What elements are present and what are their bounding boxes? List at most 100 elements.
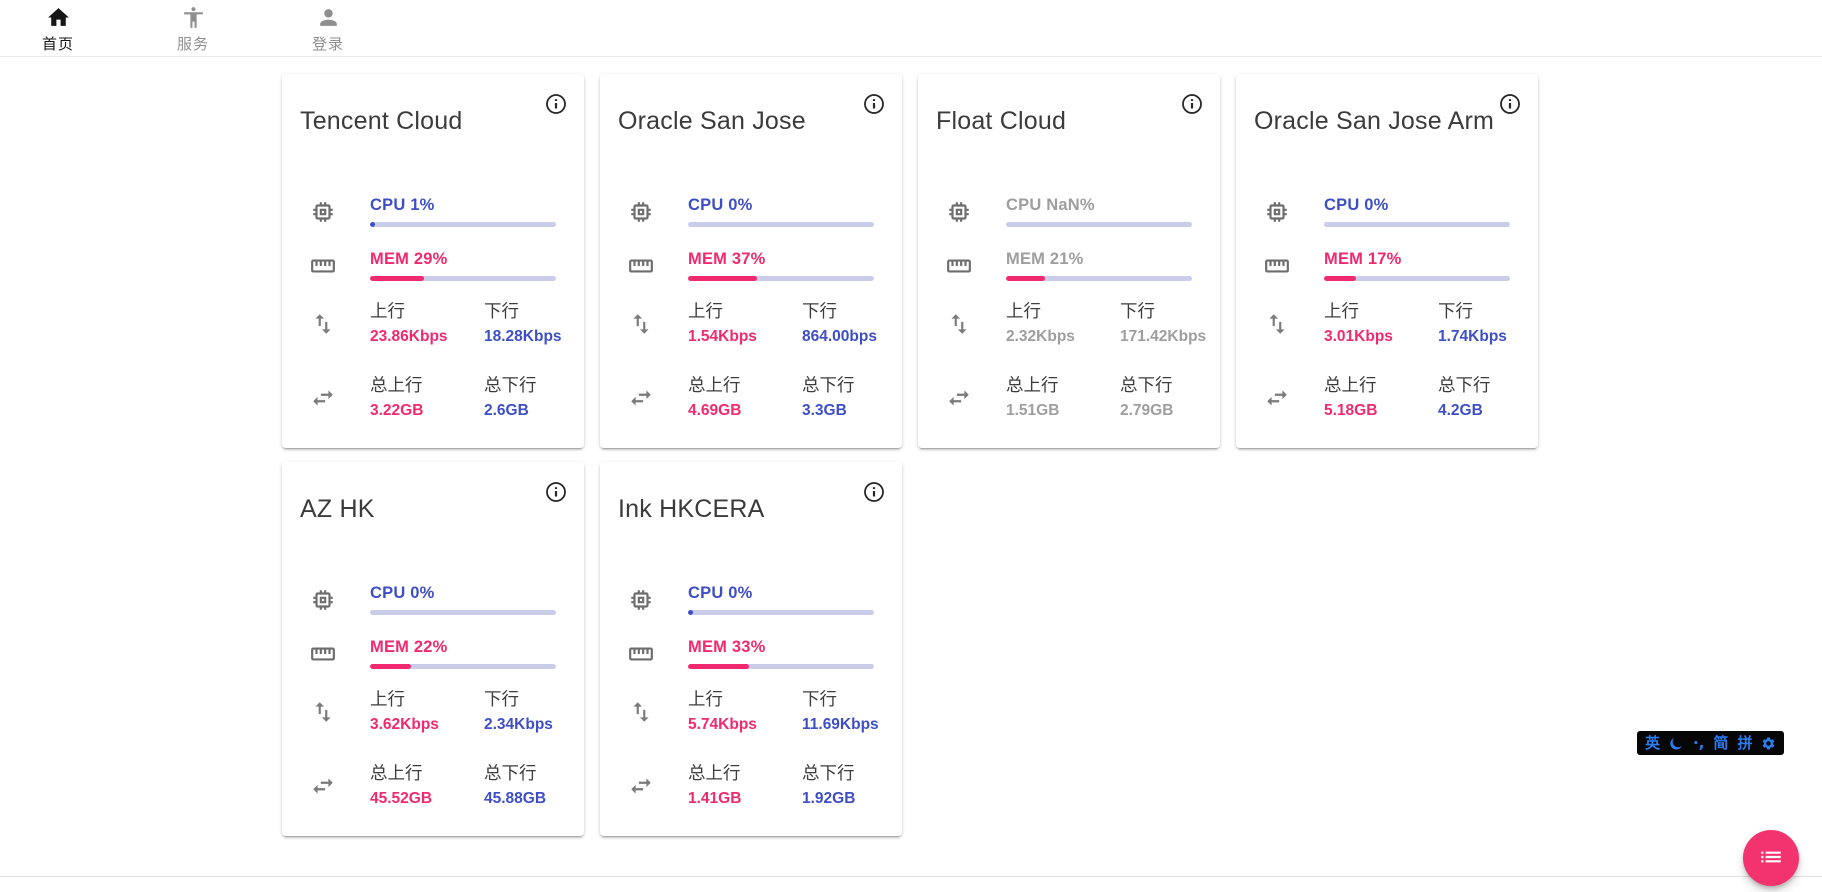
download-speed-value: 2.34Kbps xyxy=(484,716,553,733)
total-download-value: 3.3GB xyxy=(802,402,847,419)
mem-icon xyxy=(310,641,336,667)
info-icon[interactable] xyxy=(1180,92,1204,116)
mem-usage-text: MEM 37% xyxy=(688,250,766,268)
download-label: 下行 xyxy=(1120,301,1155,321)
server-name: Oracle San Jose xyxy=(618,107,806,135)
upload-label: 上行 xyxy=(1006,301,1041,321)
net-total-row: 总上行 5.18GB 总下行 4.2GB xyxy=(1264,375,1522,420)
total-download-label: 总下行 xyxy=(1120,375,1173,395)
mem-progress-fill xyxy=(1006,276,1046,281)
login-label: 登录 xyxy=(311,35,344,53)
net-speed-icon xyxy=(628,311,654,337)
cpu-row: CPU 0% xyxy=(1264,196,1522,227)
download-speed-value: 11.69Kbps xyxy=(802,716,879,733)
net-total-row: 总上行 1.41GB 总下行 1.92GB xyxy=(628,763,886,808)
net-speed-row: 上行 23.86Kbps 下行 18.28Kbps xyxy=(310,301,568,346)
total-upload-value: 3.22GB xyxy=(370,402,424,419)
upload-label: 上行 xyxy=(370,689,405,709)
cpu-icon xyxy=(628,199,654,225)
ime-status-bar: 英 ·, 简 拼 xyxy=(1637,731,1785,755)
server-name: Float Cloud xyxy=(936,107,1067,135)
cpu-progress-bar xyxy=(1324,222,1510,227)
total-upload-value: 45.52GB xyxy=(370,790,433,807)
net-total-icon xyxy=(946,385,972,411)
home-icon xyxy=(46,5,71,35)
net-speed-icon xyxy=(310,311,336,337)
mem-progress-bar xyxy=(688,664,874,669)
mem-usage-text: MEM 17% xyxy=(1324,250,1402,268)
info-icon[interactable] xyxy=(862,92,886,116)
cpu-row: CPU 1% xyxy=(310,196,568,227)
nav-home-label: 首页 xyxy=(41,35,74,53)
total-download-value: 2.6GB xyxy=(484,402,529,419)
mem-progress-bar xyxy=(1006,276,1192,281)
total-upload-label: 总上行 xyxy=(370,763,423,783)
mem-icon xyxy=(628,641,654,667)
login-button[interactable]: 登录 xyxy=(288,0,368,56)
cpu-progress-bar xyxy=(688,222,874,227)
nav-services-label: 服务 xyxy=(176,35,209,53)
nav-home-button[interactable]: 首页 xyxy=(18,0,98,56)
cpu-usage-text: CPU 0% xyxy=(688,584,753,602)
mem-progress-fill xyxy=(1324,276,1356,281)
mem-progress-fill xyxy=(370,664,411,669)
cpu-usage-text: CPU 0% xyxy=(370,584,435,602)
cpu-usage-text: CPU NaN% xyxy=(1006,196,1095,214)
cpu-usage-text: CPU 1% xyxy=(370,196,435,214)
nav-services-button[interactable]: 服务 xyxy=(153,0,233,56)
server-name: AZ HK xyxy=(300,495,375,523)
mem-usage-text: MEM 22% xyxy=(370,638,448,656)
server-list-fab[interactable] xyxy=(1743,830,1799,886)
download-label: 下行 xyxy=(802,301,837,321)
net-total-row: 总上行 4.69GB 总下行 3.3GB xyxy=(628,375,886,420)
mem-progress-fill xyxy=(688,664,750,669)
cpu-progress-fill xyxy=(370,222,375,227)
cpu-row: CPU 0% xyxy=(628,196,886,227)
upload-label: 上行 xyxy=(1324,301,1359,321)
ime-simplified-toggle[interactable]: 简 xyxy=(1713,733,1729,752)
mem-row: MEM 37% xyxy=(628,250,886,281)
moon-icon[interactable] xyxy=(1669,736,1684,751)
mem-icon xyxy=(946,253,972,279)
net-speed-row: 上行 5.74Kbps 下行 11.69Kbps xyxy=(628,689,886,734)
footer-divider xyxy=(0,876,1822,877)
total-download-label: 总下行 xyxy=(802,375,855,395)
mem-progress-bar xyxy=(370,664,556,669)
download-label: 下行 xyxy=(1438,301,1473,321)
ime-language-toggle[interactable]: 英 xyxy=(1645,733,1661,752)
server-card: Oracle San Jose CPU 0% xyxy=(600,74,902,448)
server-card: Oracle San Jose Arm CPU 0% xyxy=(1236,74,1538,448)
mem-row: MEM 21% xyxy=(946,250,1204,281)
info-icon[interactable] xyxy=(544,92,568,116)
server-card: Ink HKCERA CPU 0% xyxy=(600,462,902,836)
net-speed-row: 上行 3.01Kbps 下行 1.74Kbps xyxy=(1264,301,1522,346)
total-download-value: 4.2GB xyxy=(1438,402,1483,419)
mem-progress-bar xyxy=(370,276,556,281)
mem-row: MEM 33% xyxy=(628,638,886,669)
server-card: Float Cloud CPU NaN% xyxy=(918,74,1220,448)
total-download-value: 2.79GB xyxy=(1120,402,1174,419)
list-icon xyxy=(1758,844,1784,873)
net-speed-row: 上行 1.54Kbps 下行 864.00bps xyxy=(628,301,886,346)
total-download-label: 总下行 xyxy=(802,763,855,783)
mem-icon xyxy=(310,253,336,279)
mem-progress-fill xyxy=(688,276,757,281)
ime-pinyin-toggle[interactable]: 拼 xyxy=(1737,733,1753,752)
total-upload-label: 总上行 xyxy=(1324,375,1377,395)
upload-speed-value: 3.01Kbps xyxy=(1324,328,1393,345)
net-total-icon xyxy=(628,773,654,799)
ime-punctuation-toggle[interactable]: ·, xyxy=(1693,733,1705,752)
gear-icon[interactable] xyxy=(1761,736,1776,751)
info-icon[interactable] xyxy=(544,480,568,504)
net-total-row: 总上行 45.52GB 总下行 45.88GB xyxy=(310,763,568,808)
net-total-icon xyxy=(628,385,654,411)
download-label: 下行 xyxy=(484,689,519,709)
info-icon[interactable] xyxy=(862,480,886,504)
info-icon[interactable] xyxy=(1498,92,1522,116)
upload-speed-value: 1.54Kbps xyxy=(688,328,757,345)
mem-icon xyxy=(628,253,654,279)
accessibility-icon xyxy=(181,5,206,35)
download-label: 下行 xyxy=(484,301,519,321)
mem-progress-fill xyxy=(370,276,424,281)
net-speed-row: 上行 3.62Kbps 下行 2.34Kbps xyxy=(310,689,568,734)
